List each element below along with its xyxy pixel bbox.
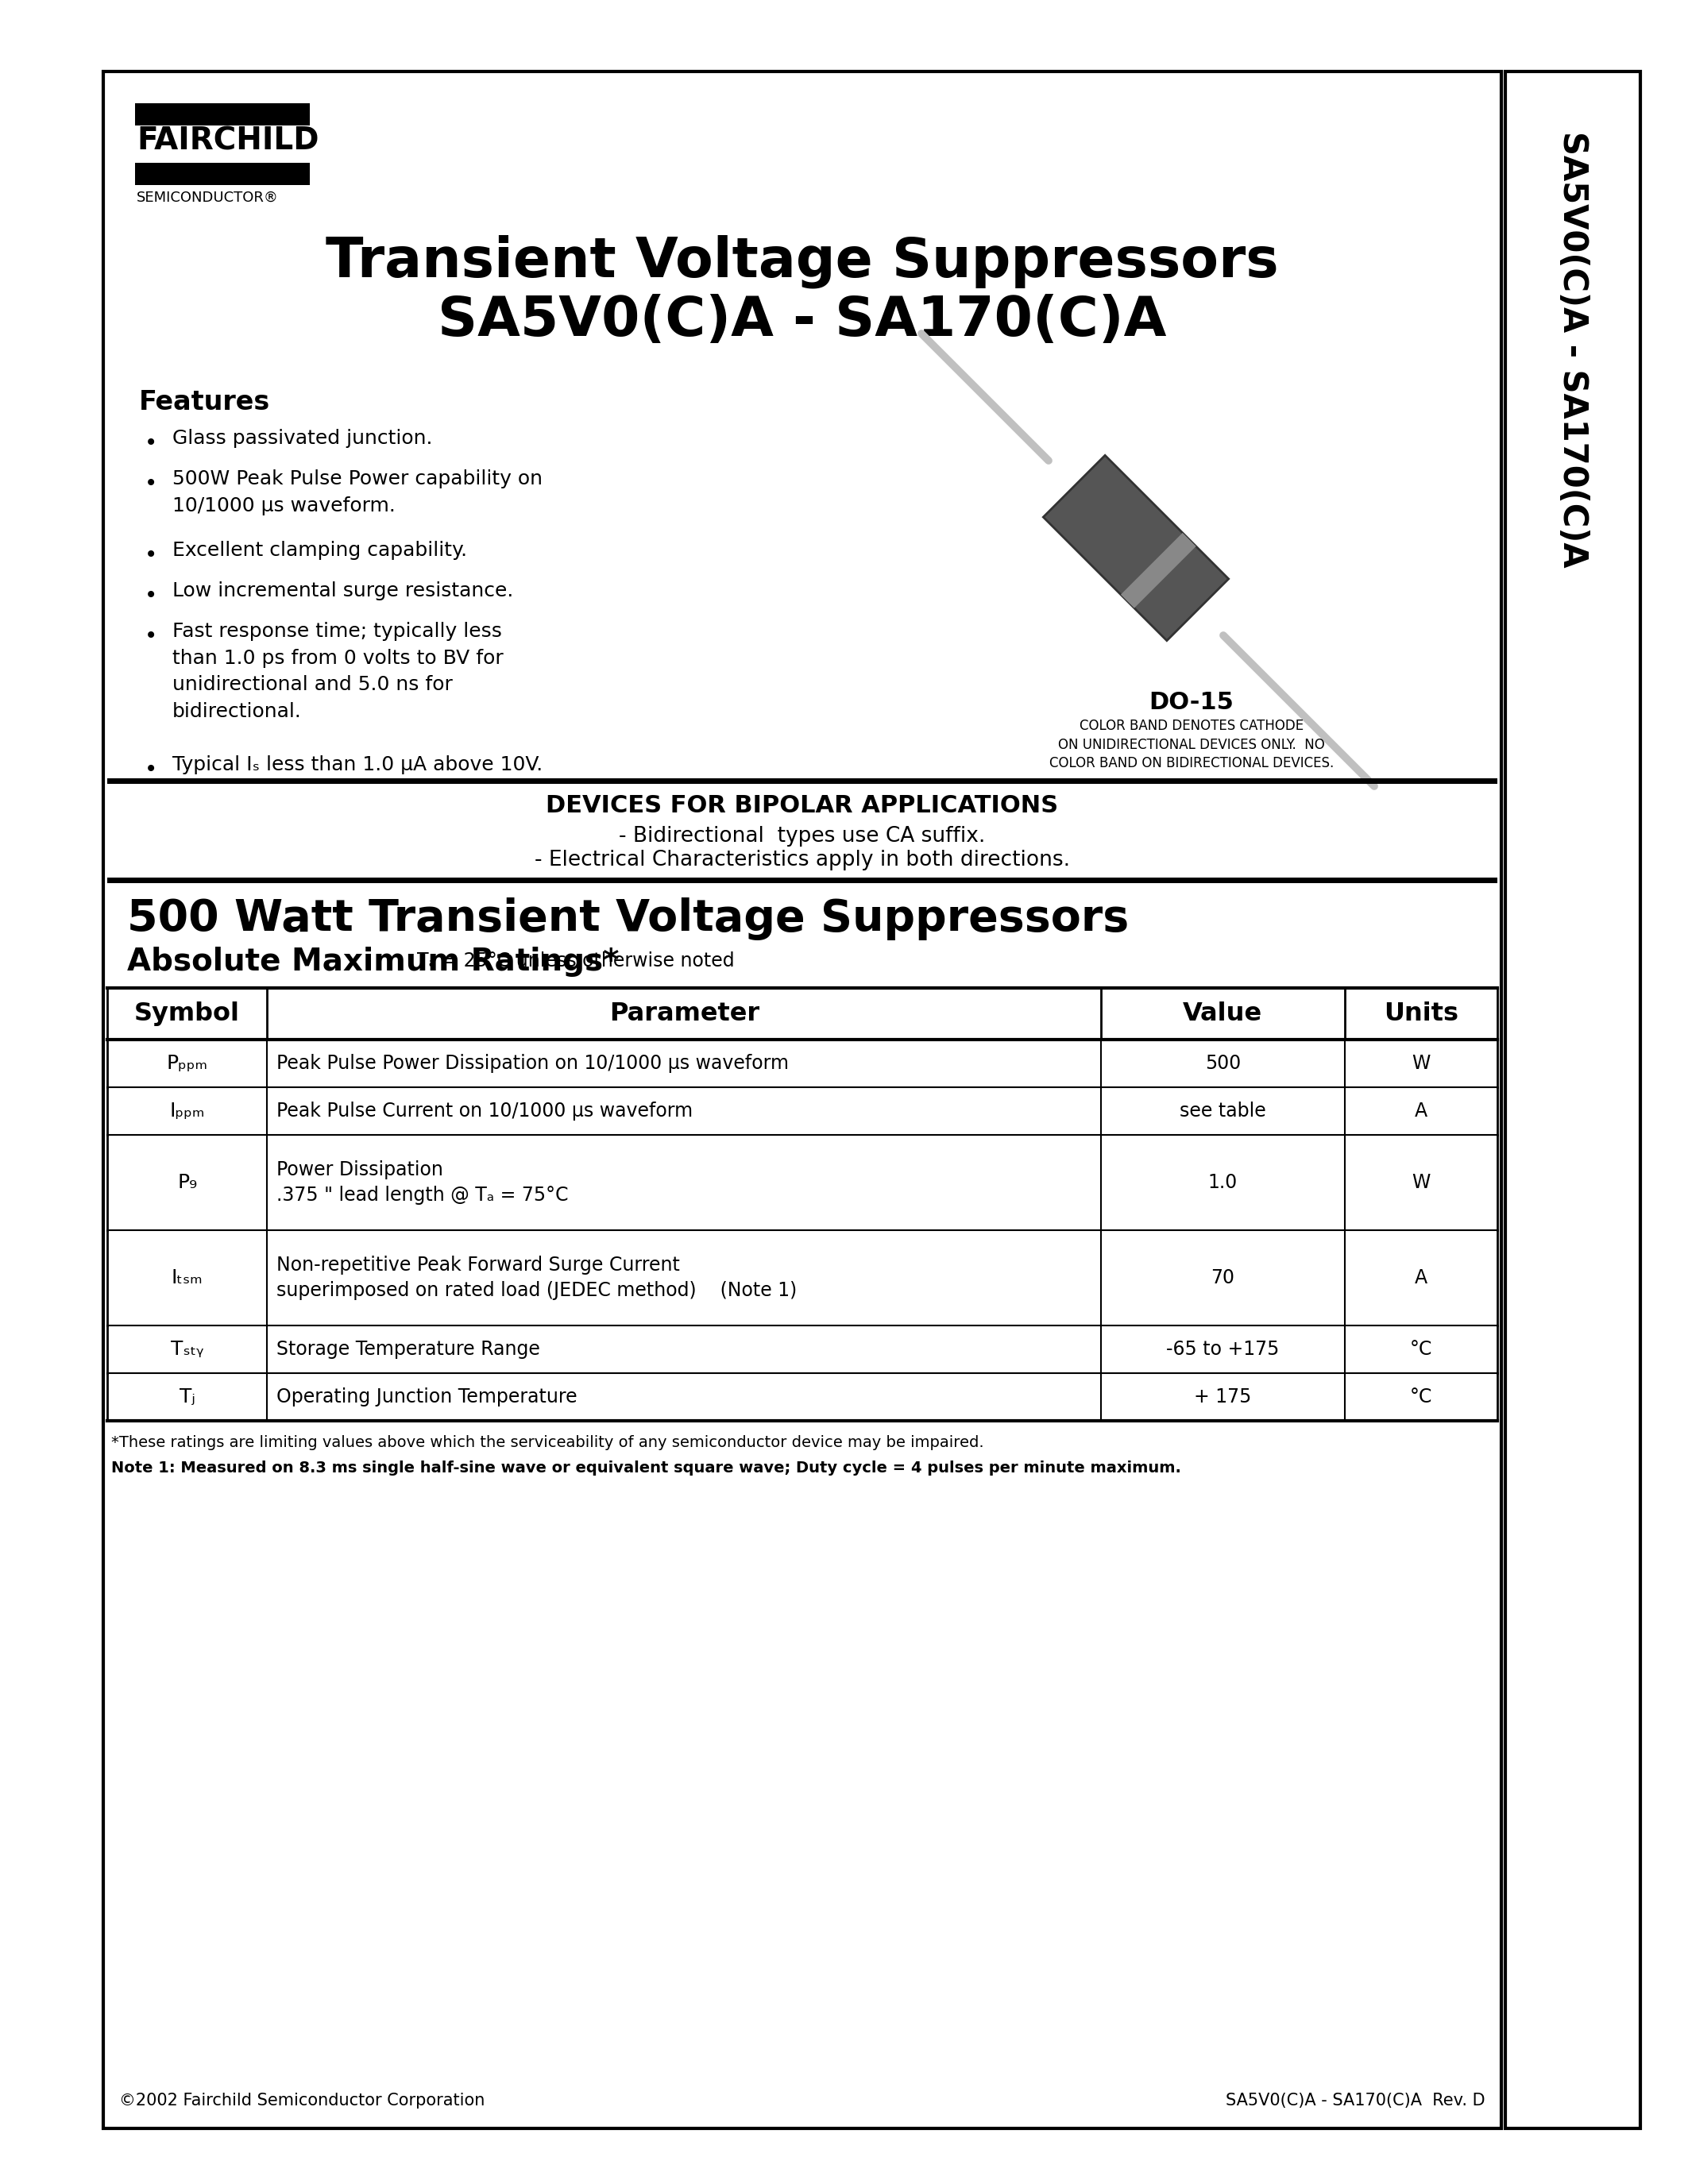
Text: Glass passivated junction.: Glass passivated junction. <box>172 428 432 448</box>
Text: Low incremental surge resistance.: Low incremental surge resistance. <box>172 581 513 601</box>
Text: Iₜₛₘ: Iₜₛₘ <box>172 1269 203 1286</box>
Text: Non-repetitive Peak Forward Surge Current
superimposed on rated load (JEDEC meth: Non-repetitive Peak Forward Surge Curren… <box>277 1256 797 1299</box>
Bar <box>135 164 311 186</box>
Text: °C: °C <box>1409 1387 1431 1406</box>
Bar <box>108 878 1497 882</box>
Text: Power Dissipation
.375 " lead length @ Tₐ = 75°C: Power Dissipation .375 " lead length @ T… <box>277 1160 569 1206</box>
Polygon shape <box>1121 533 1197 607</box>
Text: SEMICONDUCTOR®: SEMICONDUCTOR® <box>137 190 279 205</box>
Text: Operating Junction Temperature: Operating Junction Temperature <box>277 1387 577 1406</box>
Text: °C: °C <box>1409 1339 1431 1358</box>
Text: A: A <box>1415 1269 1428 1286</box>
Text: Features: Features <box>138 389 270 415</box>
Bar <box>103 72 1501 2129</box>
Text: W: W <box>1411 1173 1430 1192</box>
Text: •: • <box>145 625 157 646</box>
Text: Tₛₜᵧ: Tₛₜᵧ <box>170 1339 204 1358</box>
Text: Peak Pulse Power Dissipation on 10/1000 μs waveform: Peak Pulse Power Dissipation on 10/1000 … <box>277 1055 788 1072</box>
Text: 1.0: 1.0 <box>1209 1173 1237 1192</box>
Text: - Electrical Characteristics apply in both directions.: - Electrical Characteristics apply in bo… <box>535 850 1070 871</box>
Text: Iₚₚₘ: Iₚₚₘ <box>169 1101 204 1120</box>
Text: *These ratings are limiting values above which the serviceability of any semicon: *These ratings are limiting values above… <box>111 1435 984 1450</box>
Text: Peak Pulse Current on 10/1000 μs waveform: Peak Pulse Current on 10/1000 μs wavefor… <box>277 1101 694 1120</box>
Text: Units: Units <box>1384 1002 1458 1026</box>
Text: Value: Value <box>1183 1002 1263 1026</box>
Bar <box>135 103 311 124</box>
Text: A: A <box>1415 1101 1428 1120</box>
Text: •: • <box>145 432 157 454</box>
Text: 500W Peak Pulse Power capability on
10/1000 μs waveform.: 500W Peak Pulse Power capability on 10/1… <box>172 470 542 515</box>
Text: SA5V0(C)A - SA170(C)A: SA5V0(C)A - SA170(C)A <box>437 295 1166 347</box>
Bar <box>1506 72 1641 2129</box>
Text: DEVICES FOR BIPOLAR APPLICATIONS: DEVICES FOR BIPOLAR APPLICATIONS <box>547 795 1058 817</box>
Bar <box>108 778 1497 784</box>
Text: COLOR BAND DENOTES CATHODE
ON UNIDIRECTIONAL DEVICES ONLY.  NO
COLOR BAND ON BID: COLOR BAND DENOTES CATHODE ON UNIDIRECTI… <box>1050 719 1334 771</box>
Text: - Bidirectional  types use CA suffix.: - Bidirectional types use CA suffix. <box>619 826 986 847</box>
Text: FAIRCHILD: FAIRCHILD <box>137 124 319 155</box>
Text: -65 to +175: -65 to +175 <box>1166 1339 1280 1358</box>
Text: Storage Temperature Range: Storage Temperature Range <box>277 1339 540 1358</box>
Text: see table: see table <box>1180 1101 1266 1120</box>
Text: Transient Voltage Suppressors: Transient Voltage Suppressors <box>326 234 1280 288</box>
Text: P₉: P₉ <box>177 1173 197 1192</box>
Text: Fast response time; typically less
than 1.0 ps from 0 volts to BV for
unidirecti: Fast response time; typically less than … <box>172 622 503 721</box>
Text: •: • <box>145 472 157 496</box>
Polygon shape <box>1043 454 1229 640</box>
Text: •: • <box>145 758 157 780</box>
Text: •: • <box>145 544 157 566</box>
Text: 500 Watt Transient Voltage Suppressors: 500 Watt Transient Voltage Suppressors <box>127 898 1129 941</box>
Text: Tₐ = 25°C unless otherwise noted: Tₐ = 25°C unless otherwise noted <box>417 952 734 970</box>
Text: ©2002 Fairchild Semiconductor Corporation: ©2002 Fairchild Semiconductor Corporatio… <box>120 2092 484 2108</box>
Text: W: W <box>1411 1055 1430 1072</box>
Text: DO-15: DO-15 <box>1150 690 1234 714</box>
Text: Typical Iₛ less than 1.0 μA above 10V.: Typical Iₛ less than 1.0 μA above 10V. <box>172 756 544 775</box>
Text: Note 1: Measured on 8.3 ms single half-sine wave or equivalent square wave; Duty: Note 1: Measured on 8.3 ms single half-s… <box>111 1461 1182 1476</box>
Text: Symbol: Symbol <box>135 1002 240 1026</box>
Text: SA5V0(C)A - SA170(C)A  Rev. D: SA5V0(C)A - SA170(C)A Rev. D <box>1225 2092 1485 2108</box>
Text: •: • <box>145 585 157 607</box>
Text: Tⱼ: Tⱼ <box>179 1387 196 1406</box>
Text: 500: 500 <box>1205 1055 1241 1072</box>
Text: Parameter: Parameter <box>609 1002 760 1026</box>
Text: Absolute Maximum Ratings*: Absolute Maximum Ratings* <box>127 946 619 976</box>
Text: SA5V0(C)A - SA170(C)A: SA5V0(C)A - SA170(C)A <box>1556 131 1590 568</box>
Text: Excellent clamping capability.: Excellent clamping capability. <box>172 542 468 559</box>
Text: 70: 70 <box>1210 1269 1234 1286</box>
Text: Pₚₚₘ: Pₚₚₘ <box>167 1055 208 1072</box>
Text: + 175: + 175 <box>1193 1387 1251 1406</box>
